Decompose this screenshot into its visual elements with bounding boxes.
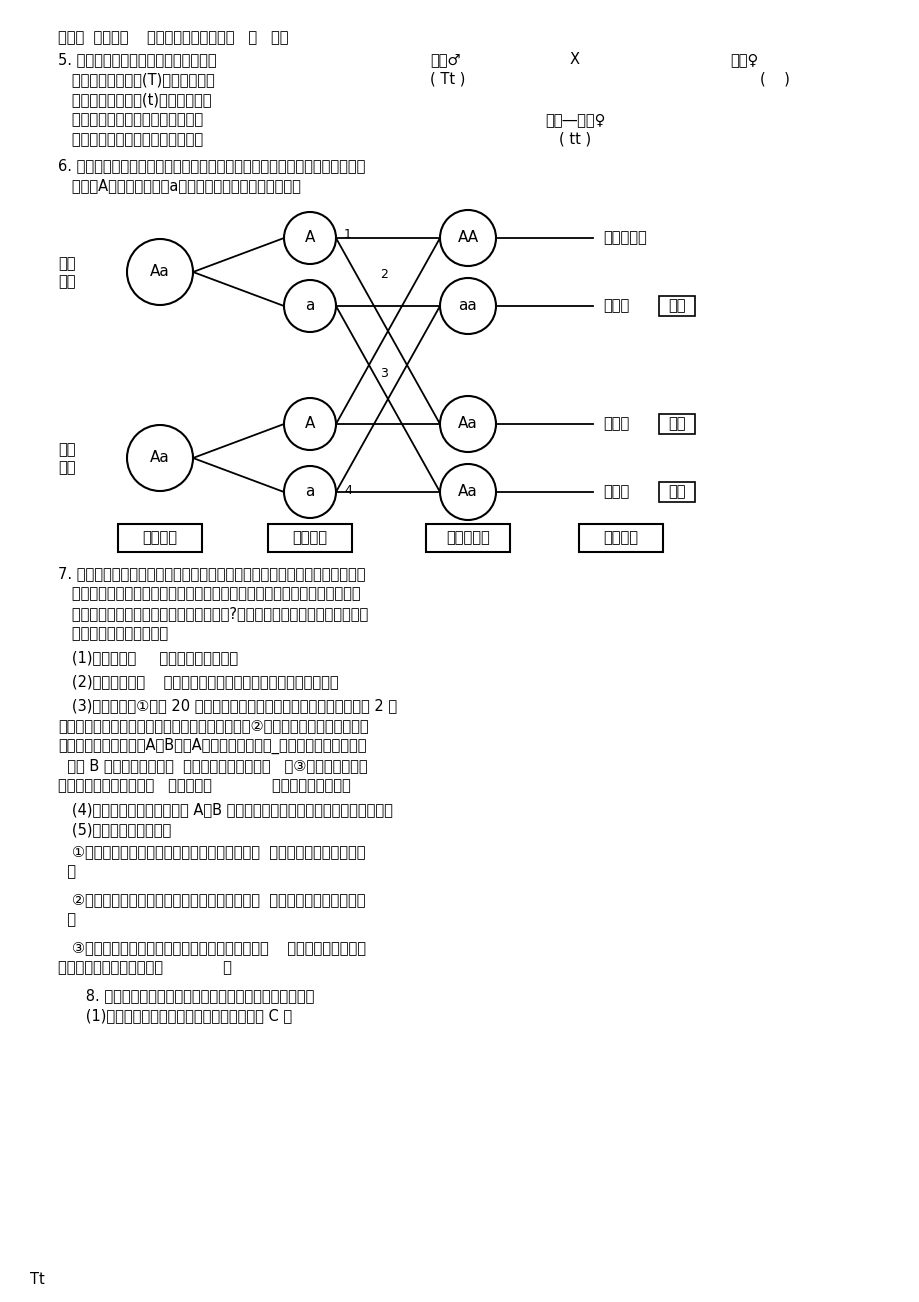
Text: 3: 3 <box>380 367 388 380</box>
Text: 7. 紫背天葵是一种保健型蔬菜，菜农常采用杆插的方式对其进行繁殖。对杆插: 7. 紫背天葵是一种保健型蔬菜，菜农常采用杆插的方式对其进行繁殖。对杆插 <box>58 566 365 581</box>
Text: 的两份，分别标上标签A与B。将A组的茎段下方切成_水平切口（斜向切口）: 的两份，分别标上标签A与B。将A组的茎段下方切成_水平切口（斜向切口） <box>58 738 366 754</box>
Text: 父母基因: 父母基因 <box>142 530 177 546</box>
Text: 还是斜向不影响杆插的成活             。: 还是斜向不影响杆插的成活 。 <box>58 960 232 975</box>
Text: 子表现: 子表现 <box>602 417 629 431</box>
Circle shape <box>439 396 495 452</box>
FancyBboxPatch shape <box>118 523 202 552</box>
Text: X: X <box>570 52 579 66</box>
Text: 酒窝，请写出他们家的遗传图解。: 酒窝，请写出他们家的遗传图解。 <box>58 132 203 147</box>
Text: 下方是切成水平切口，还是切成斜向切口?请你设计一个实验，探究哪种处理: 下方是切成水平切口，还是切成斜向切口?请你设计一个实验，探究哪种处理 <box>58 605 368 621</box>
Text: Aa: Aa <box>150 450 170 466</box>
Text: ①如果斜向切口组先于水平切口组长出新叶，则  斜向切口的茎段容易成活: ①如果斜向切口组先于水平切口组长出新叶，则 斜向切口的茎段容易成活 <box>58 844 365 859</box>
Text: 父亲: 父亲 <box>58 256 75 272</box>
Text: 5. 已知面部有无酒窝是一对相对性状，: 5. 已知面部有无酒窝是一对相对性状， <box>58 52 216 66</box>
Text: A: A <box>304 417 315 431</box>
Circle shape <box>439 464 495 519</box>
Circle shape <box>127 240 193 305</box>
Text: 女儿―玲玲♀: 女儿―玲玲♀ <box>544 112 605 128</box>
Text: 生殖细胞: 生殖细胞 <box>292 530 327 546</box>
FancyBboxPatch shape <box>658 296 694 316</box>
Text: Tt: Tt <box>30 1272 45 1286</box>
Text: 方法更容易使茎段成活。: 方法更容易使茎段成活。 <box>58 626 168 641</box>
Text: 4: 4 <box>344 484 351 497</box>
Circle shape <box>284 398 335 450</box>
Text: 患病: 患病 <box>667 298 685 314</box>
Text: Aa: Aa <box>458 484 477 500</box>
Text: AA: AA <box>457 230 478 246</box>
Text: ③如果水平切口组和斜向切口组同时长出新叶，则    茎段切口方向是水平: ③如果水平切口组和斜向切口组同时长出新叶，则 茎段切口方向是水平 <box>58 940 366 954</box>
Text: 玲玲的父母均有酒窝，而玲玲却无: 玲玲的父母均有酒窝，而玲玲却无 <box>58 112 203 128</box>
Text: 子表现正常: 子表现正常 <box>602 230 646 246</box>
Text: 一般为  变态发育    。幼年发育时期生活在   水   里。: 一般为 变态发育 。幼年发育时期生活在 水 里。 <box>58 30 289 46</box>
FancyBboxPatch shape <box>658 414 694 434</box>
Text: (5)分析结果得出结论：: (5)分析结果得出结论： <box>58 822 171 837</box>
Text: ；: ； <box>58 911 76 927</box>
FancyBboxPatch shape <box>267 523 352 552</box>
Text: 正常: 正常 <box>667 484 685 500</box>
Text: 要求插入沙性土壤中，在   相同且适宜             的环境条件下培育。: 要求插入沙性土壤中，在 相同且适宜 的环境条件下培育。 <box>58 779 350 793</box>
Text: 控制无酒窝的基因(t)是隐性基因，: 控制无酒窝的基因(t)是隐性基因， <box>58 92 211 107</box>
Text: aa: aa <box>459 298 477 314</box>
FancyBboxPatch shape <box>425 523 509 552</box>
Circle shape <box>284 212 335 264</box>
Text: 8. 右图是跨虫发育过程不同时期的形态图。请据图回答：: 8. 右图是跨虫发育过程不同时期的形态图。请据图回答： <box>58 988 314 1003</box>
Text: 控制有酒窝的基因(T)是显性基因，: 控制有酒窝的基因(T)是显性基因， <box>58 72 214 87</box>
Text: ，将 B 组的茎段下方切成  斜向切口（水平切口）   。③将两组的茎段按: ，将 B 组的茎段下方切成 斜向切口（水平切口） 。③将两组的茎段按 <box>58 758 368 773</box>
Text: 1: 1 <box>344 228 351 241</box>
Text: ( tt ): ( tt ) <box>559 132 590 147</box>
Text: 子表现: 子表现 <box>602 484 629 500</box>
Text: a: a <box>305 484 314 500</box>
Text: ( Tt ): ( Tt ) <box>429 72 465 87</box>
Text: 父亲♂: 父亲♂ <box>429 52 460 66</box>
Text: 受精卵基因: 受精卵基因 <box>446 530 489 546</box>
Text: 母亲♀: 母亲♀ <box>729 52 757 66</box>
Text: ②如果水平切口组先于斜向切口组长出新叶，则  水平切口的茎段容易成活: ②如果水平切口组先于斜向切口组长出新叶，则 水平切口的茎段容易成活 <box>58 892 365 907</box>
Text: 了女表现: 了女表现 <box>603 530 638 546</box>
Circle shape <box>284 280 335 332</box>
Text: A: A <box>304 230 315 246</box>
Text: (4)观察记录：每天定时观察 A、B 两组的茎段看哪组先长出新叶，做好记录。: (4)观察记录：每天定时观察 A、B 两组的茎段看哪组先长出新叶，做好记录。 <box>58 802 392 816</box>
Text: 节的茎段，按要求处理茎段叶片和茎段上方切口。②将以上准备的茎段分成均等: 节的茎段，按要求处理茎段叶片和茎段上方切口。②将以上准备的茎段分成均等 <box>58 717 369 733</box>
Text: ；: ； <box>58 865 76 879</box>
FancyBboxPatch shape <box>658 482 694 503</box>
Text: 母亲: 母亲 <box>58 443 75 457</box>
Text: (2)作出的假设是    茎段下方的切口斜向（或水平）的更容易成活: (2)作出的假设是 茎段下方的切口斜向（或水平）的更容易成活 <box>58 674 366 689</box>
Text: (    ): ( ) <box>759 72 789 87</box>
Text: (3)实验步骤：①准备 20 支生长良好的紫背天葵枝条，将它们剪成保留 2 个: (3)实验步骤：①准备 20 支生长良好的紫背天葵枝条，将它们剪成保留 2 个 <box>58 698 397 713</box>
Text: 子表现: 子表现 <box>602 298 629 314</box>
Text: 材料处理的方法不同，将影响杆插的成活率。在处理杆插的茎段时，在茎段: 材料处理的方法不同，将影响杆插的成活率。在处理杆插的茎段时，在茎段 <box>58 586 360 602</box>
Circle shape <box>439 210 495 266</box>
Text: 正常: 正常 <box>58 461 75 475</box>
Text: 2: 2 <box>380 268 388 281</box>
FancyBboxPatch shape <box>578 523 663 552</box>
Circle shape <box>284 466 335 518</box>
Text: (1)实验变量是     茎段下方的切口方向: (1)实验变量是 茎段下方的切口方向 <box>58 650 330 665</box>
Text: 正常: 正常 <box>58 275 75 289</box>
Text: Aa: Aa <box>150 264 170 280</box>
Text: Aa: Aa <box>458 417 477 431</box>
Text: 6. 人类的白化病是由位于常染色体上的隐性基因所控制的一种遗传病。设正常: 6. 人类的白化病是由位于常染色体上的隐性基因所控制的一种遗传病。设正常 <box>58 158 365 173</box>
Text: (1)从图中可知，跨虫的发育过程和方式是（ C ）: (1)从图中可知，跨虫的发育过程和方式是（ C ） <box>58 1008 292 1023</box>
Text: a: a <box>305 298 314 314</box>
Circle shape <box>439 279 495 335</box>
Text: 正常: 正常 <box>667 417 685 431</box>
Text: 基因为A，白化病基因为a，请完成下列白化病遗传图解。: 基因为A，白化病基因为a，请完成下列白化病遗传图解。 <box>58 178 301 193</box>
Circle shape <box>127 424 193 491</box>
